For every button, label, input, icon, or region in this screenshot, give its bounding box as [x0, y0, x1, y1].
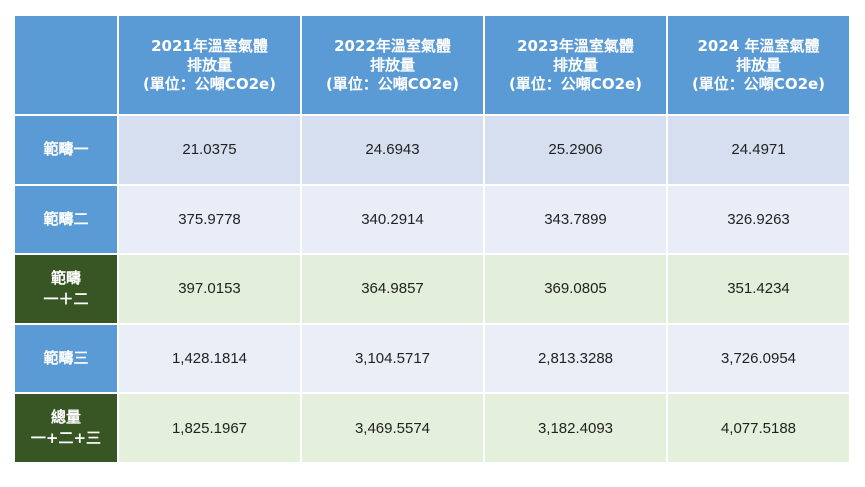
cell-scope-1-2021: 21.0375 [119, 116, 300, 184]
table-row-scope-1-2: 範疇 一＋二 397.0153 364.9857 369.0805 351.42… [15, 255, 849, 323]
cell-scope-1-2023: 25.2906 [485, 116, 666, 184]
cell-total-2021: 1,825.1967 [119, 394, 300, 462]
table-row-total: 總量 一+二+三 1,825.1967 3,469.5574 3,182.409… [15, 394, 849, 462]
table-row-scope-3: 範疇三 1,428.1814 3,104.5717 2,813.3288 3,7… [15, 324, 849, 393]
header-2022: 2022年溫室氣體 排放量 (單位：公噸CO2e) [302, 16, 483, 114]
cell-scope-1-2024: 24.4971 [668, 116, 849, 184]
header-row: 2021年溫室氣體 排放量 (單位：公噸CO2e) 2022年溫室氣體 排放量 … [15, 16, 849, 114]
cell-scope-3-2023: 2,813.3288 [485, 324, 666, 393]
table-row-scope-2: 範疇二 375.9778 340.2914 343.7899 326.9263 [15, 185, 849, 254]
cell-scope-2-2022: 340.2914 [302, 185, 483, 254]
cell-scope-1-2022: 24.6943 [302, 116, 483, 184]
cell-scope-3-2022: 3,104.5717 [302, 324, 483, 393]
header-2024: 2024 年溫室氣體 排放量 (單位：公噸CO2e) [668, 16, 849, 114]
cell-total-2022: 3,469.5574 [302, 394, 483, 462]
row-label-total: 總量 一+二+三 [15, 394, 117, 462]
ghg-emissions-table: 2021年溫室氣體 排放量 (單位：公噸CO2e) 2022年溫室氣體 排放量 … [13, 14, 851, 464]
cell-scope-2-2021: 375.9778 [119, 185, 300, 254]
cell-scope-3-2024: 3,726.0954 [668, 324, 849, 393]
cell-scope-1-2-2022: 364.9857 [302, 255, 483, 323]
row-label-scope-3: 範疇三 [15, 324, 117, 393]
table-row-scope-1: 範疇一 21.0375 24.6943 25.2906 24.4971 [15, 116, 849, 184]
row-label-scope-1-2: 範疇 一＋二 [15, 255, 117, 323]
header-2021: 2021年溫室氣體 排放量 (單位：公噸CO2e) [119, 16, 300, 114]
cell-total-2023: 3,182.4093 [485, 394, 666, 462]
cell-scope-2-2024: 326.9263 [668, 185, 849, 254]
header-2023: 2023年溫室氣體 排放量 (單位：公噸CO2e) [485, 16, 666, 114]
cell-scope-3-2021: 1,428.1814 [119, 324, 300, 393]
header-corner-cell [15, 16, 117, 114]
cell-scope-2-2023: 343.7899 [485, 185, 666, 254]
cell-scope-1-2-2024: 351.4234 [668, 255, 849, 323]
cell-total-2024: 4,077.5188 [668, 394, 849, 462]
cell-scope-1-2-2021: 397.0153 [119, 255, 300, 323]
row-label-scope-1: 範疇一 [15, 116, 117, 184]
cell-scope-1-2-2023: 369.0805 [485, 255, 666, 323]
row-label-scope-2: 範疇二 [15, 185, 117, 254]
